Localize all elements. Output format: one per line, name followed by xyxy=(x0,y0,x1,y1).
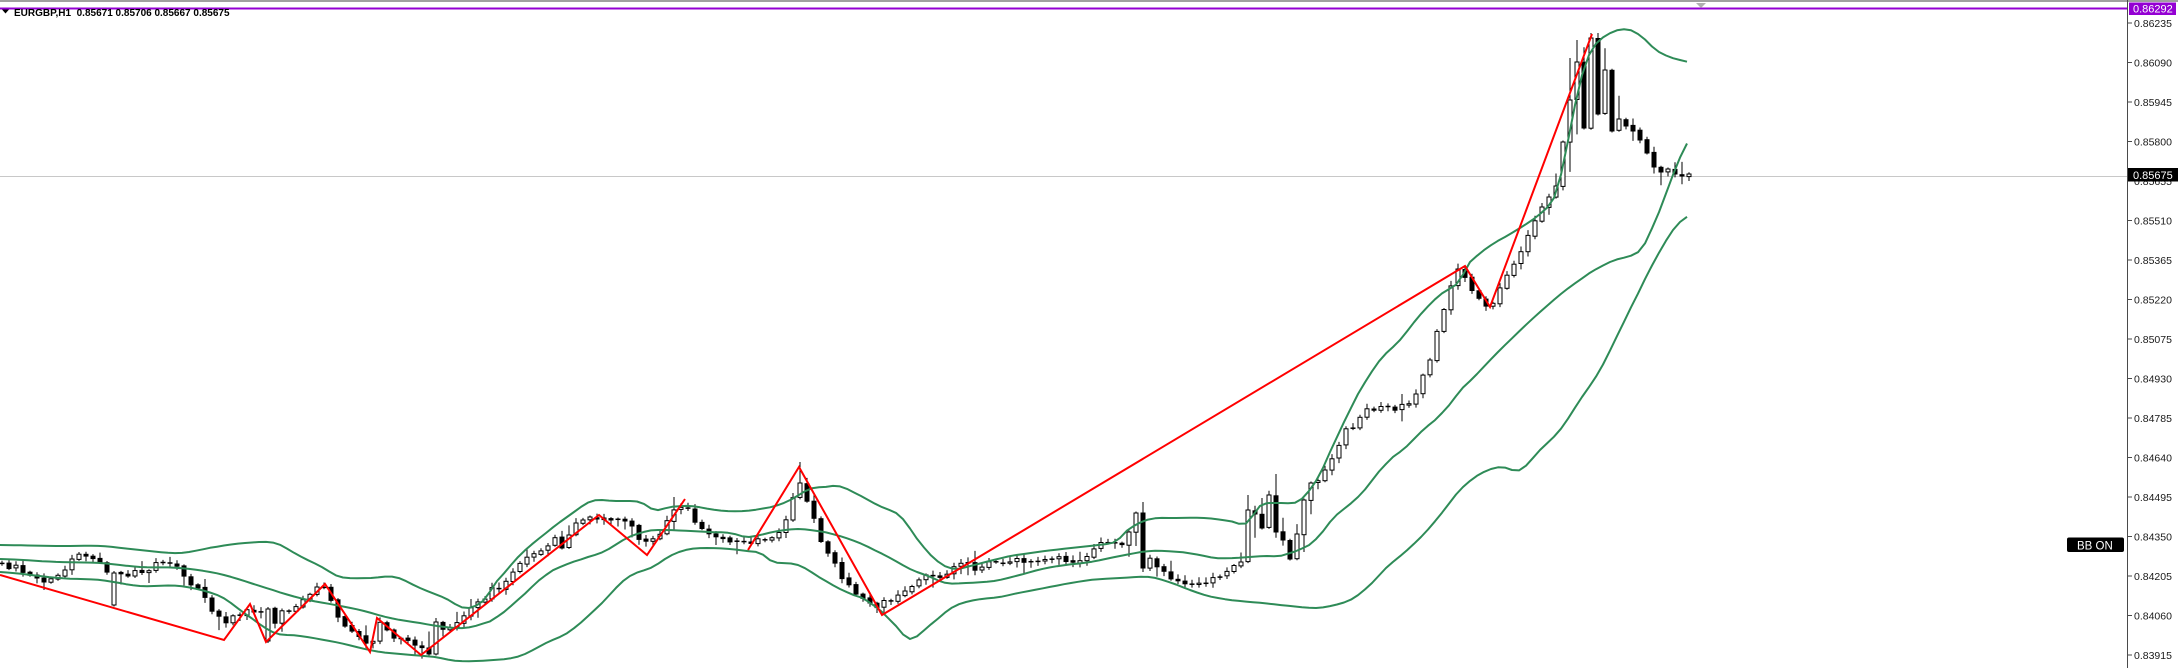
svg-text:0.84640: 0.84640 xyxy=(2134,452,2172,464)
svg-text:0.84060: 0.84060 xyxy=(2134,610,2172,622)
svg-text:0.86235: 0.86235 xyxy=(2134,18,2172,30)
svg-text:0.84930: 0.84930 xyxy=(2134,373,2172,385)
svg-text:0.84785: 0.84785 xyxy=(2134,413,2172,425)
svg-text:0.84350: 0.84350 xyxy=(2134,531,2172,543)
svg-text:0.86090: 0.86090 xyxy=(2134,57,2172,69)
svg-text:BB ON: BB ON xyxy=(2077,541,2113,553)
svg-text:0.85510: 0.85510 xyxy=(2134,215,2172,227)
svg-text:0.84495: 0.84495 xyxy=(2134,492,2172,504)
svg-text:0.85365: 0.85365 xyxy=(2134,255,2172,267)
svg-text:0.85675: 0.85675 xyxy=(2133,170,2173,182)
svg-text:0.85945: 0.85945 xyxy=(2134,97,2172,109)
svg-text:0.84205: 0.84205 xyxy=(2134,571,2172,583)
svg-text:EURGBP,H1 0.85671 0.85706 0.8: EURGBP,H1 0.85671 0.85706 0.85667 0.8567… xyxy=(14,8,230,19)
svg-text:0.85220: 0.85220 xyxy=(2134,294,2172,306)
svg-text:0.85075: 0.85075 xyxy=(2134,334,2172,346)
svg-text:0.85800: 0.85800 xyxy=(2134,136,2172,148)
svg-text:0.86292: 0.86292 xyxy=(2133,4,2173,16)
svg-text:0.83915: 0.83915 xyxy=(2134,650,2172,662)
